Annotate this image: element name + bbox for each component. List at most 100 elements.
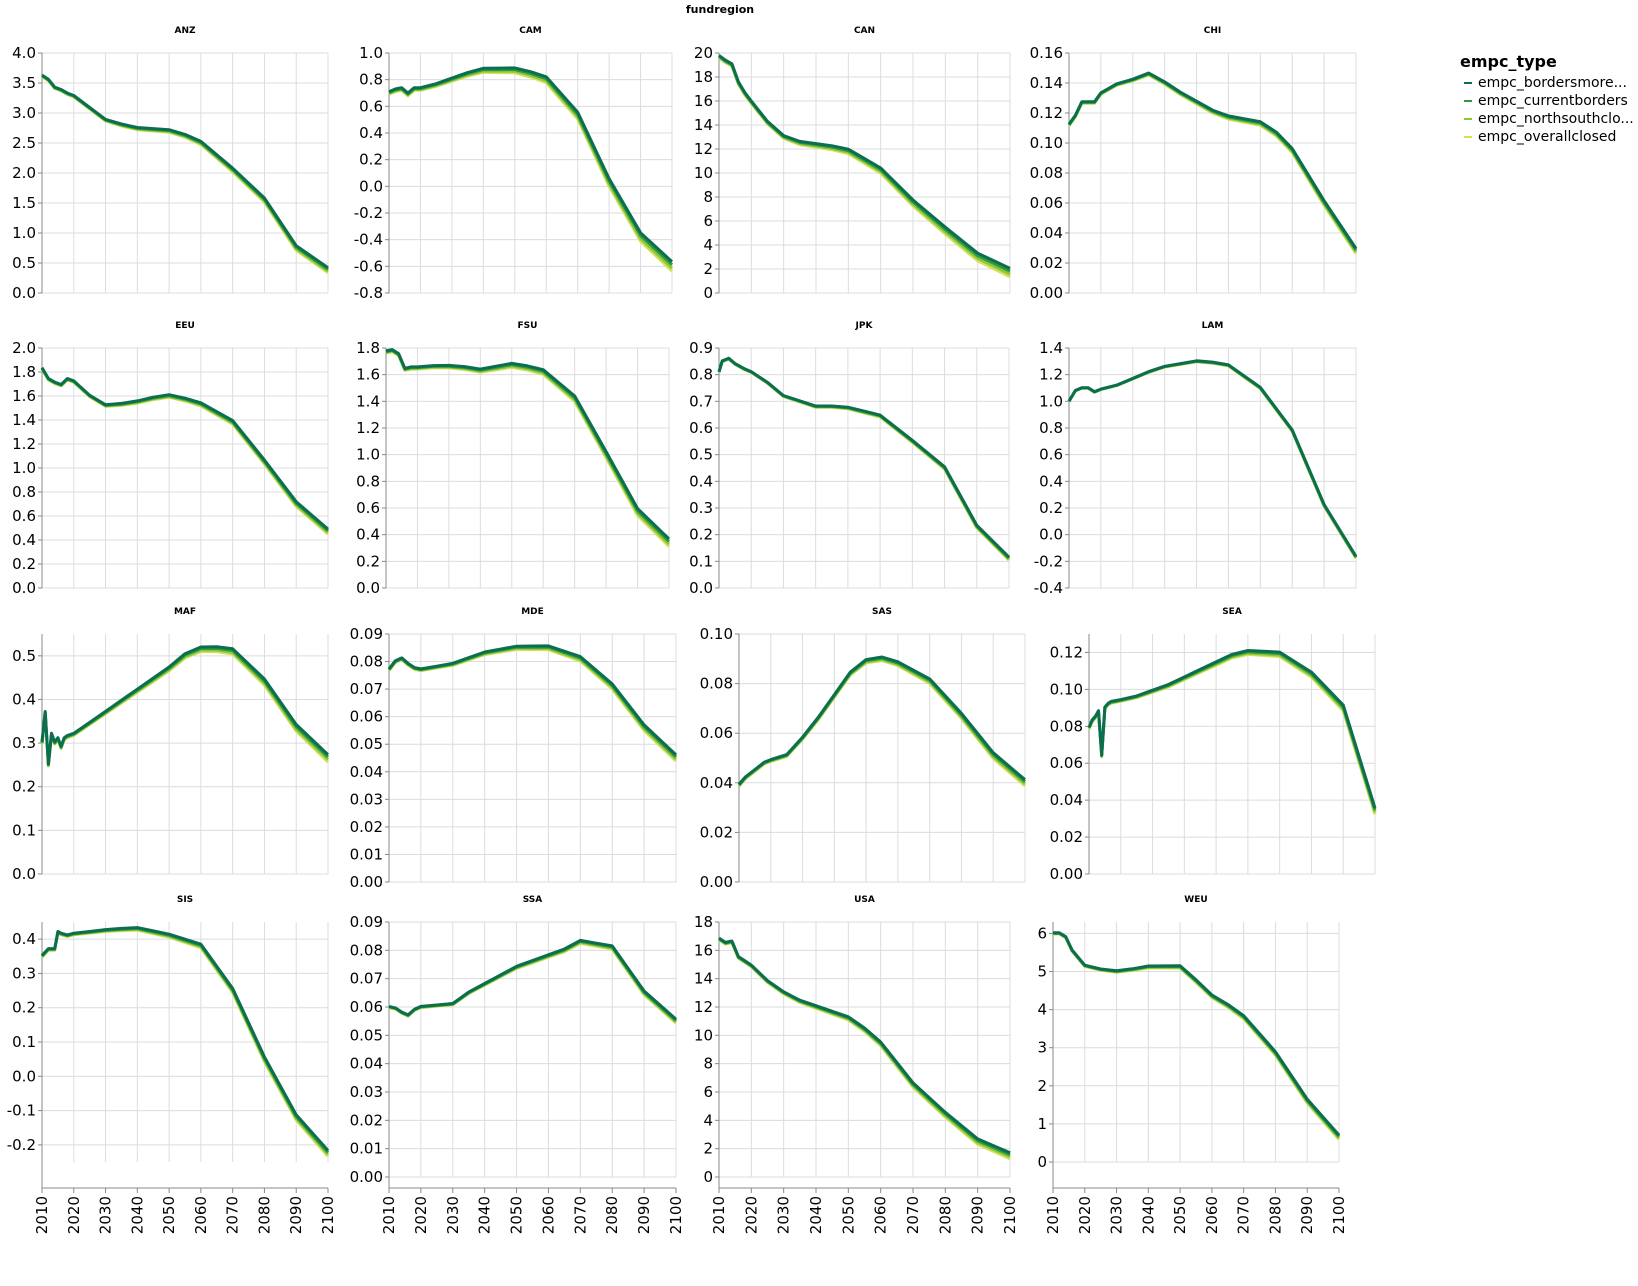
facet-panel: SSA 0.00 0.01 0.02 0.03 0.04 0.05 0.06 0.07 0.08 0… <box>350 895 685 1234</box>
facet-title: CHI <box>1204 26 1222 36</box>
y-tick-label: 2.0 <box>12 164 36 182</box>
legend-entry: empc_currentborders <box>1460 92 1634 110</box>
series-line <box>385 348 671 543</box>
x-tick-label: 2060 <box>1203 1196 1221 1234</box>
y-tick-label: 12 <box>694 998 713 1016</box>
series-line <box>1053 931 1341 1138</box>
y-tick-label: 1.0 <box>12 459 36 477</box>
y-tick-label: 0.08 <box>1030 164 1063 182</box>
y-tick-label: 0.04 <box>1050 791 1083 809</box>
facet-panel: WEU 0 1 2 3 4 5 6 2010 2020 2030 2040 2050 2060 2070 20… <box>1037 895 1348 1234</box>
y-tick-label: 0.8 <box>12 483 36 501</box>
x-tick-label: 2100 <box>319 1196 337 1234</box>
x-tick-label: 2030 <box>775 1196 793 1234</box>
y-tick-label: 0.5 <box>12 254 36 272</box>
y-tick-label: 0.2 <box>356 552 380 570</box>
y-tick-label: 0.6 <box>356 499 380 517</box>
y-tick-label: 0.0 <box>689 579 713 597</box>
legend-entry: empc_overallclosed <box>1460 128 1634 146</box>
x-tick-label: 2070 <box>571 1196 589 1234</box>
y-tick-label: -0.2 <box>354 204 383 222</box>
series-line <box>1053 932 1341 1141</box>
y-tick-label: 2.5 <box>12 134 36 152</box>
facet-title: SAS <box>872 607 892 617</box>
series-line <box>1053 931 1341 1137</box>
y-tick-label: 0.0 <box>359 177 383 195</box>
series-line <box>385 349 671 546</box>
series-line <box>388 68 674 266</box>
y-tick-label: 0.00 <box>350 1168 383 1186</box>
y-tick-label: 8 <box>703 188 713 206</box>
y-tick-label: -0.8 <box>354 284 383 302</box>
y-tick-label: 3 <box>1037 1039 1047 1057</box>
y-tick-label: 0.04 <box>350 1055 383 1073</box>
facet-title: LAM <box>1202 321 1224 331</box>
y-tick-label: 1.0 <box>359 44 383 62</box>
y-tick-label: 0 <box>1037 1153 1047 1171</box>
series-line <box>387 645 678 758</box>
y-tick-label: 0.4 <box>12 930 36 948</box>
y-tick-label: 0.8 <box>356 472 380 490</box>
facet-panel: LAM -0.4 -0.2 0.0 0.2 0.4 0.6 0.8 1.0 1.2 1.4 <box>1034 321 1358 597</box>
y-tick-label: -0.4 <box>354 231 383 249</box>
y-tick-label: 18 <box>694 913 713 931</box>
series-line <box>718 55 1011 276</box>
y-tick-label: 0.0 <box>12 1067 36 1085</box>
series-line <box>1087 649 1377 809</box>
y-tick-label: 0.8 <box>689 366 713 384</box>
facet-panel: SAS 0.00 0.02 0.04 0.06 0.08 0.10 <box>700 607 1026 891</box>
y-tick-label: 1.4 <box>1039 339 1063 357</box>
legend-swatch <box>1464 100 1472 102</box>
x-tick-label: 2020 <box>412 1196 430 1234</box>
facet-title: SSA <box>523 895 543 905</box>
y-tick-label: 0.8 <box>1039 419 1063 437</box>
x-tick-label: 2070 <box>1235 1196 1253 1234</box>
facet-title: ANZ <box>174 26 195 36</box>
y-tick-label: -0.6 <box>354 257 383 275</box>
x-tick-label: 2070 <box>224 1196 242 1234</box>
facet-panel: SEA 0.00 0.02 0.04 0.06 0.08 0.10 0.12 <box>1050 607 1377 883</box>
y-tick-label: 0.10 <box>700 625 733 643</box>
y-tick-label: 0.01 <box>350 845 383 863</box>
x-tick-label: 2040 <box>128 1196 146 1234</box>
y-tick-label: 14 <box>694 970 713 988</box>
series-line <box>40 366 329 531</box>
x-tick-label: 2040 <box>807 1196 825 1234</box>
series-line <box>737 655 1026 786</box>
y-tick-label: 10 <box>694 1026 713 1044</box>
facet-panel: MAF 0.0 0.1 0.2 0.3 0.4 0.5 <box>12 607 330 883</box>
series-line <box>1067 360 1358 560</box>
y-tick-label: 8 <box>703 1055 713 1073</box>
facet-panel: FSU 0.0 0.2 0.4 0.6 0.8 1.0 1.2 1.4 1.6 1.8 <box>356 321 671 597</box>
facet-panel: ANZ 0.0 0.5 1.0 1.5 2.0 2.5 3.0 3.5 4.0 <box>12 26 329 302</box>
chart-title: fundregion <box>685 3 755 16</box>
facet-title: MAF <box>174 607 196 617</box>
x-tick-label: 2060 <box>539 1196 557 1234</box>
series-line <box>1053 932 1341 1139</box>
series-line <box>40 928 330 1158</box>
series-line <box>388 69 674 270</box>
y-tick-label: 0.03 <box>350 790 383 808</box>
x-tick-label: 2050 <box>839 1196 857 1234</box>
series-line <box>1067 359 1358 558</box>
series-line <box>737 656 1026 786</box>
y-tick-label: 0.6 <box>12 507 36 525</box>
y-tick-label: 2 <box>703 260 713 278</box>
y-tick-label: 0.1 <box>12 1033 36 1051</box>
series-line <box>718 938 1011 1161</box>
series-line <box>717 357 1011 561</box>
legend-label: empc_northsouthclo... <box>1478 111 1634 127</box>
facet-title: CAM <box>519 26 542 36</box>
y-tick-label: 0.4 <box>689 472 713 490</box>
y-tick-label: 1.4 <box>12 411 36 429</box>
y-tick-label: 0.14 <box>1030 74 1063 92</box>
y-tick-label: 0.09 <box>350 625 383 643</box>
facet-panel: JPK 0.0 0.1 0.2 0.3 0.4 0.5 0.6 0.7 0.8 0.9 <box>689 321 1011 597</box>
y-tick-label: -0.4 <box>1034 579 1063 597</box>
y-tick-label: 0.9 <box>689 339 713 357</box>
x-tick-label: 2020 <box>742 1196 760 1234</box>
legend-entry: empc_northsouthclo... <box>1460 110 1634 128</box>
y-tick-label: 0.06 <box>700 724 733 742</box>
series-line <box>1087 651 1377 813</box>
y-tick-label: 2.0 <box>12 339 36 357</box>
